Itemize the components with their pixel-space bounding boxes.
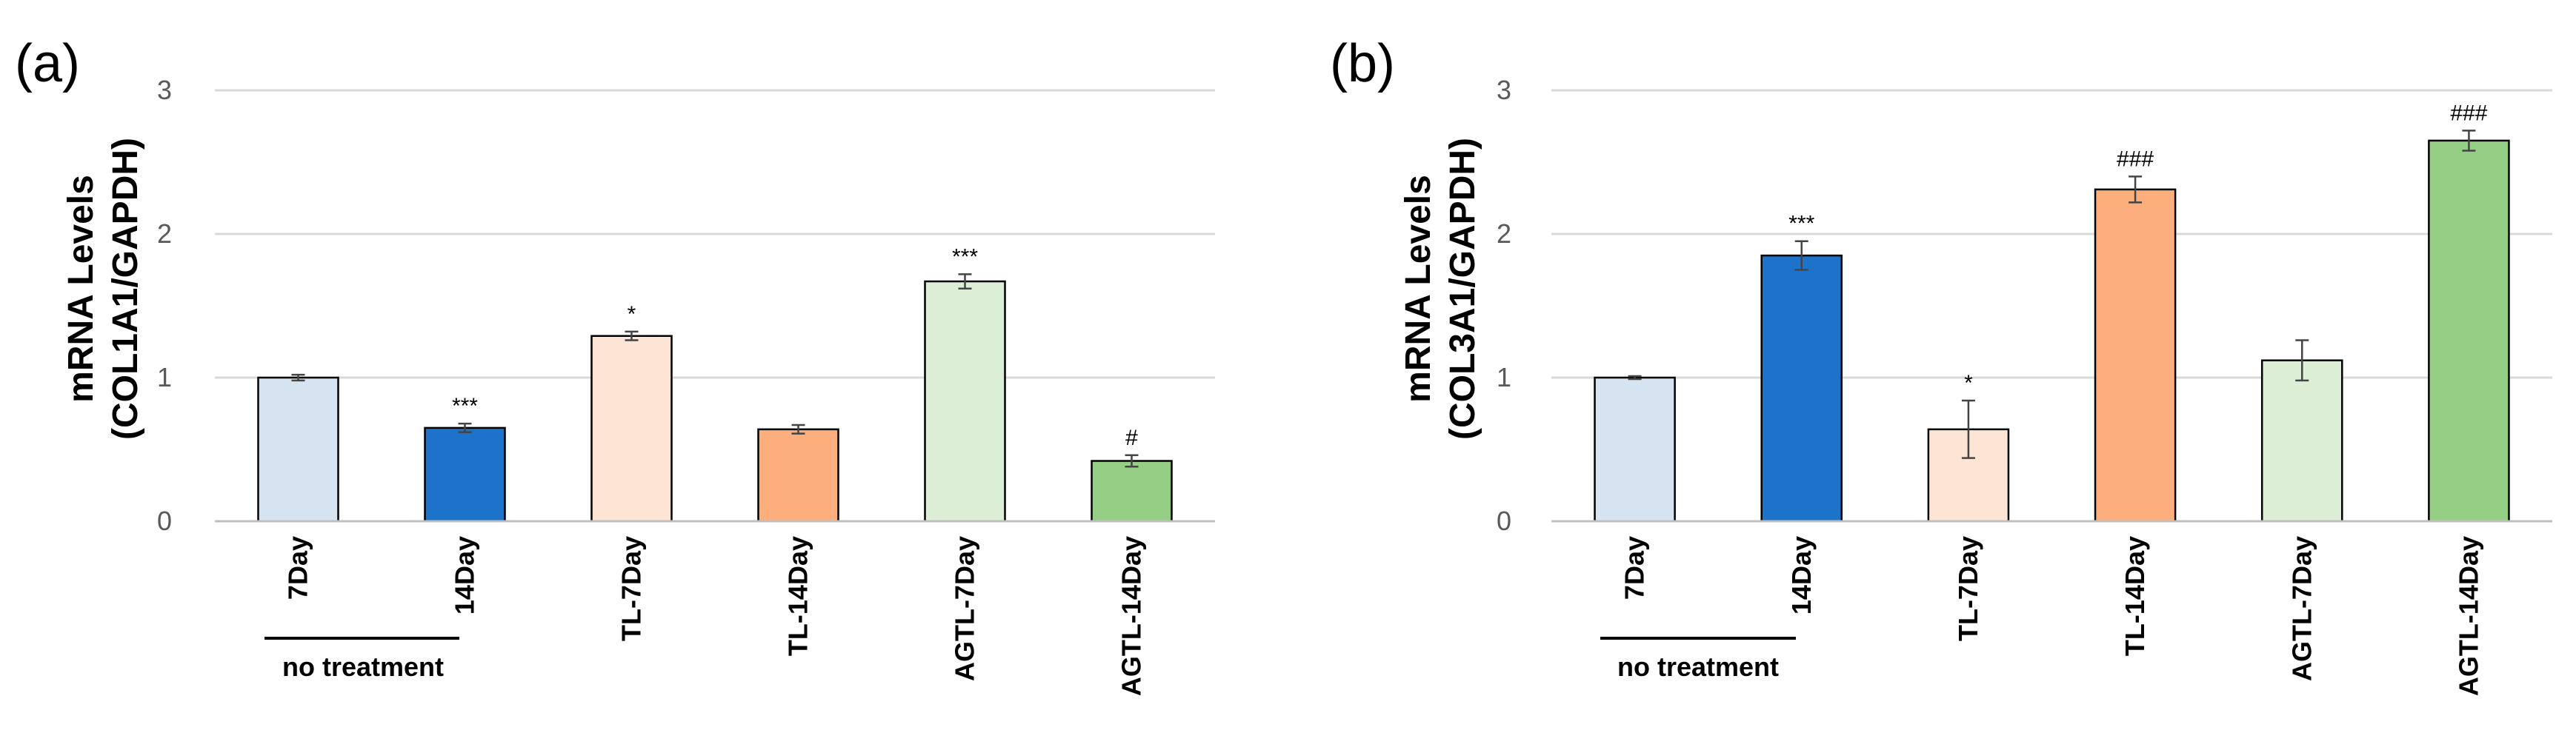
y-tick-label: 2 (1497, 218, 1511, 249)
significance-label: *** (952, 244, 978, 269)
panel-label: (a) (15, 34, 80, 93)
bar (424, 426, 506, 523)
bar (2428, 139, 2510, 523)
significance-label: * (1964, 371, 1973, 395)
x-tick-label: AGTL-14Day (1116, 536, 1147, 696)
y-tick-label: 3 (1497, 75, 1511, 105)
y-axis-label: mRNA Levels (1399, 175, 1438, 403)
significance-label: *** (1788, 212, 1814, 236)
y-axis-label: mRNA Levels (61, 175, 101, 403)
x-tick-label: TL-7Day (616, 536, 647, 641)
significance-label: # (1125, 426, 1138, 450)
bar (2260, 359, 2343, 523)
bar (757, 428, 839, 523)
x-tick-label: 14Day (1786, 536, 1817, 615)
y-axis-label-unit: (COL3A1/GAPDH) (1443, 138, 1482, 440)
x-tick-label: 14Day (450, 536, 480, 615)
significance-label: ### (2450, 101, 2487, 125)
bar (1091, 460, 1173, 523)
bar (590, 335, 673, 523)
bar (1760, 254, 1843, 523)
significance-label: ### (2117, 147, 2154, 171)
bar (924, 280, 1006, 523)
x-tick-label: AGTL-14Day (2453, 536, 2483, 696)
group-label: no treatment (1617, 652, 1779, 682)
x-tick-label: TL-14Day (783, 536, 813, 656)
bar (1594, 376, 1676, 523)
panel-a: (a) mRNA Levels (COL1A1/GAPDH) no treatm… (15, 34, 1215, 696)
y-tick-label: 0 (1497, 506, 1511, 536)
x-tick-label: TL-7Day (1953, 536, 1983, 641)
y-axis-label-unit: (COL1A1/GAPDH) (106, 138, 145, 440)
x-tick-label: 7Day (283, 536, 313, 600)
group-label: no treatment (282, 652, 444, 682)
significance-label: * (628, 302, 636, 327)
y-tick-label: 1 (157, 362, 172, 392)
panel-b: (b) mRNA Levels (COL3A1/GAPDH) no treatm… (1330, 34, 2552, 696)
x-tick-label: AGTL-7Day (2286, 536, 2317, 681)
x-tick-label: TL-14Day (2120, 536, 2150, 656)
x-tick-label: 7Day (1620, 536, 1650, 600)
x-tick-label: AGTL-7Day (950, 536, 980, 681)
y-tick-label: 0 (157, 506, 172, 536)
bar (257, 376, 339, 523)
y-tick-label: 1 (1497, 362, 1511, 392)
y-tick-label: 2 (157, 218, 172, 249)
panel-label: (b) (1330, 34, 1395, 93)
bar (2094, 188, 2177, 523)
significance-label: *** (452, 394, 478, 418)
y-tick-label: 3 (157, 75, 172, 105)
